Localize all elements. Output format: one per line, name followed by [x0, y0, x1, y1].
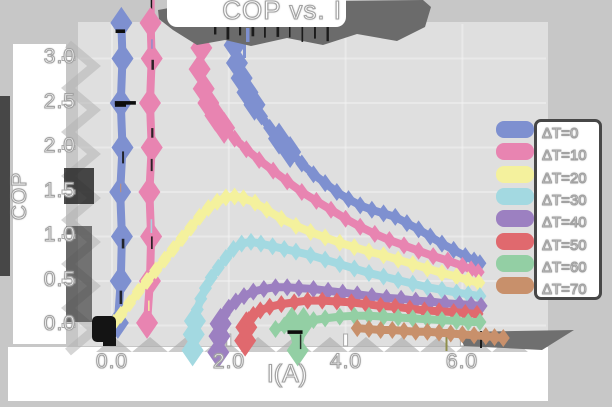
- y-tick-1.0: 1.0: [43, 222, 76, 246]
- legend-item-label: ΔT=60: [541, 258, 587, 276]
- x-tick-0.0: 0.0: [95, 349, 129, 373]
- y-tick-2.5: 2.5: [43, 89, 76, 113]
- legend-item-label: ΔT=50: [541, 236, 587, 254]
- y-tick-1.5: 1.5: [43, 178, 76, 202]
- y-tick-0.0: 0.0: [43, 311, 76, 335]
- x-tick-6.0: 6.0: [445, 349, 479, 373]
- legend-swatch-ΔT=20: [496, 165, 534, 183]
- x-tick-4.0: 4.0: [329, 349, 363, 373]
- legend-item-ΔT=10[interactable]: ΔT=10: [541, 146, 602, 168]
- legend-item-label: ΔT=10: [541, 147, 587, 165]
- legend-item-ΔT=30[interactable]: ΔT=30: [541, 191, 602, 213]
- legend-item-label: ΔT=70: [541, 281, 587, 299]
- y-tick-0.5: 0.5: [43, 267, 76, 291]
- legend-item-label: ΔT=40: [541, 214, 587, 232]
- legend-item-ΔT=20[interactable]: ΔT=20: [541, 169, 602, 191]
- y-axis-label-strip: [13, 44, 66, 344]
- legend-swatch-ΔT=10: [496, 143, 534, 161]
- legend-swatch-ΔT=30: [496, 187, 534, 205]
- legend-swatch-ΔT=50: [496, 232, 534, 250]
- legend-item-label: ΔT=20: [541, 169, 587, 187]
- legend-item-ΔT=60[interactable]: ΔT=60: [541, 258, 602, 280]
- chart-title: COP vs. I: [222, 0, 342, 26]
- legend-item-ΔT=40[interactable]: ΔT=40: [541, 213, 602, 235]
- y-tick-2.0: 2.0: [43, 133, 76, 157]
- legend-item-ΔT=50[interactable]: ΔT=50: [541, 236, 602, 258]
- legend-swatch-ΔT=60: [496, 254, 534, 272]
- plot-area: [78, 22, 548, 346]
- x-tick-2.0: 2.0: [212, 349, 246, 373]
- y-axis-label: COP: [7, 171, 31, 221]
- legend-item-label: ΔT=30: [541, 191, 587, 209]
- legend-swatch-ΔT=0: [496, 121, 534, 138]
- y-tick-3.0: 3.0: [43, 44, 76, 68]
- legend-swatch-ΔT=70: [496, 277, 534, 295]
- legend-item-ΔT=70[interactable]: ΔT=70: [541, 280, 602, 302]
- legend-swatch-ΔT=40: [496, 210, 534, 228]
- legend: ΔT=0 ΔT=10 ΔT=20 ΔT=30 ΔT=40 ΔT=50 ΔT=60 ΔT=70: [534, 119, 602, 300]
- legend-item-label: ΔT=0: [541, 124, 579, 142]
- legend-item-ΔT=0[interactable]: ΔT=0: [541, 124, 602, 146]
- title-box: COP vs. I: [167, 0, 346, 27]
- x-axis-label: I(A): [266, 359, 308, 388]
